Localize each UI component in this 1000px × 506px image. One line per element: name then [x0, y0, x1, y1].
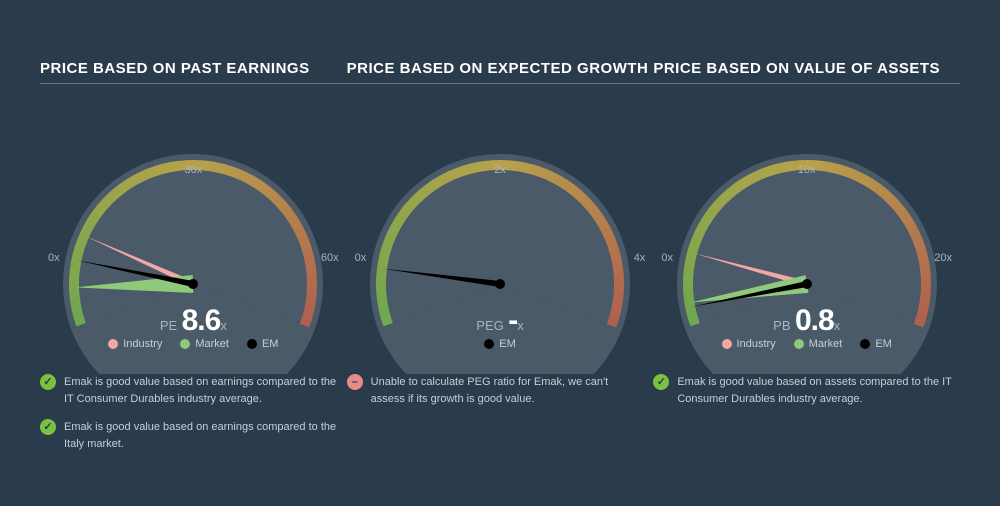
- check-icon: ✓: [40, 419, 56, 435]
- metric-suffix: x: [517, 318, 524, 333]
- note: ✓ Emak is good value based on earnings co…: [40, 374, 347, 407]
- legend: Industry Market EM: [40, 338, 347, 350]
- notes: ✓ Emak is good value based on assets comp…: [653, 374, 960, 407]
- legend-label: EM: [499, 338, 516, 350]
- note: ✓ Emak is good value based on earnings co…: [40, 419, 347, 452]
- legend-item: Market: [794, 338, 843, 350]
- legend-swatch: [247, 339, 257, 349]
- panels-row: PRICE BASED ON PAST EARNINGS 0x 30x 60x PE 8…: [0, 0, 1000, 484]
- gauge-mid-label: 30x: [184, 164, 202, 176]
- metric-value: 8.6: [182, 304, 221, 337]
- metric-value: 0.8: [795, 304, 834, 337]
- legend-label: Industry: [737, 338, 776, 350]
- panel-title: PRICE BASED ON PAST EARNINGS: [40, 60, 347, 84]
- legend-item: Industry: [722, 338, 776, 350]
- gauge-metric: PB 0.8x: [773, 304, 840, 338]
- metric-suffix: x: [834, 318, 841, 333]
- gauge: 0x30x60xPE 8.6xIndustryMarketEM: [40, 94, 347, 374]
- legend-label: EM: [875, 338, 892, 350]
- legend-swatch: [722, 339, 732, 349]
- note-text: Emak is good value based on earnings com…: [64, 374, 339, 407]
- legend-swatch: [860, 339, 870, 349]
- panel-title: PRICE BASED ON EXPECTED GROWTH: [347, 60, 654, 84]
- gauge-min-label: 0x: [48, 252, 60, 264]
- note-text: Emak is good value based on earnings com…: [64, 419, 339, 452]
- metric-name: PB: [773, 318, 790, 333]
- check-icon: ✓: [40, 374, 56, 390]
- legend-item: EM: [247, 338, 279, 350]
- legend-label: Industry: [123, 338, 162, 350]
- note-text: Unable to calculate PEG ratio for Emak, …: [371, 374, 646, 407]
- notes: ✓ Emak is good value based on earnings co…: [40, 374, 347, 452]
- metric-value: -: [508, 304, 517, 337]
- legend-item: Industry: [108, 338, 162, 350]
- gauge-min-label: 0x: [661, 252, 673, 264]
- gauge-mid-label: 10x: [798, 164, 816, 176]
- gauge-panel: PRICE BASED ON VALUE OF ASSETS 0x 10x 20x PB…: [653, 60, 960, 464]
- metric-name: PEG: [476, 318, 503, 333]
- minus-icon: –: [347, 374, 363, 390]
- legend-swatch: [108, 339, 118, 349]
- note-text: Emak is good value based on assets compa…: [677, 374, 952, 407]
- metric-name: PE: [160, 318, 177, 333]
- gauge-max-label: 4x: [634, 252, 646, 264]
- gauge-max-label: 60x: [321, 252, 339, 264]
- legend-label: Market: [809, 338, 843, 350]
- legend-swatch: [484, 339, 494, 349]
- legend-label: Market: [195, 338, 229, 350]
- legend: Industry Market EM: [653, 338, 960, 350]
- legend: EM: [347, 338, 654, 350]
- legend-item: Market: [180, 338, 229, 350]
- legend-item: EM: [484, 338, 516, 350]
- panel-title: PRICE BASED ON VALUE OF ASSETS: [653, 60, 960, 84]
- gauge-max-label: 20x: [934, 252, 952, 264]
- gauge: 0x10x20xPB 0.8xIndustryMarketEM: [653, 94, 960, 374]
- gauge-panel: PRICE BASED ON PAST EARNINGS 0x 30x 60x PE 8…: [40, 60, 347, 464]
- gauge: 0x 2x 4x PEG -xEM: [347, 94, 654, 374]
- notes: –Unable to calculate PEG ratio for Emak,…: [347, 374, 654, 407]
- legend-swatch: [794, 339, 804, 349]
- gauge-metric: PEG -x: [476, 304, 523, 338]
- note: –Unable to calculate PEG ratio for Emak,…: [347, 374, 654, 407]
- note: ✓ Emak is good value based on assets comp…: [653, 374, 960, 407]
- legend-label: EM: [262, 338, 279, 350]
- metric-suffix: x: [220, 318, 227, 333]
- check-icon: ✓: [653, 374, 669, 390]
- gauge-metric: PE 8.6x: [160, 304, 227, 338]
- gauge-min-label: 0x: [355, 252, 367, 264]
- gauge-panel: PRICE BASED ON EXPECTED GROWTH 0x 2x 4x PEG …: [347, 60, 654, 464]
- legend-item: EM: [860, 338, 892, 350]
- legend-swatch: [180, 339, 190, 349]
- gauge-mid-label: 2x: [494, 164, 506, 176]
